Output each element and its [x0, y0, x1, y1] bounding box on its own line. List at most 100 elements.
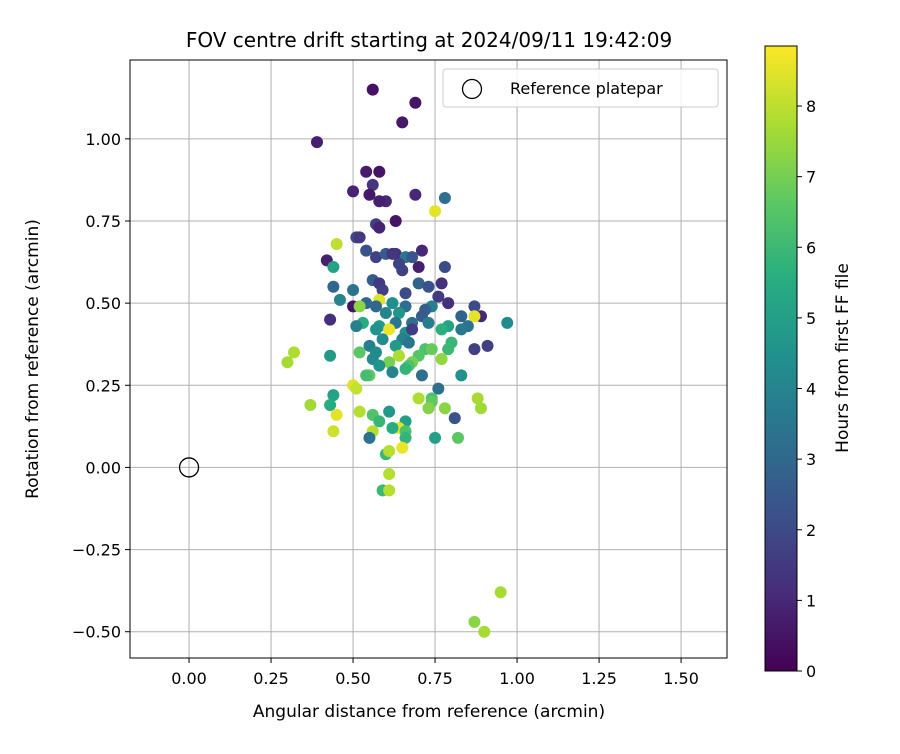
data-point [494, 586, 507, 599]
data-point [455, 310, 468, 323]
data-point [350, 382, 363, 395]
data-point [373, 165, 386, 178]
data-point [324, 399, 337, 411]
data-point [383, 323, 396, 336]
data-point [442, 343, 455, 356]
data-point [363, 431, 376, 444]
data-point [310, 136, 323, 149]
data-point [452, 431, 465, 444]
data-point [409, 96, 422, 109]
data-point [478, 625, 491, 638]
data-point [389, 215, 402, 227]
data-point [471, 392, 484, 405]
colorbar-tick-label: 6 [806, 238, 816, 257]
data-point [330, 238, 343, 250]
data-point [370, 300, 383, 313]
data-point [347, 185, 360, 198]
y-tick-label: −0.25 [72, 541, 121, 560]
reference-point [178, 457, 200, 478]
data-point [432, 382, 445, 395]
data-point [383, 484, 396, 497]
data-point [415, 244, 428, 257]
data-point [432, 290, 445, 303]
plot-frame [129, 59, 728, 659]
data-point [281, 356, 294, 369]
data-point [455, 369, 468, 382]
data-point [425, 343, 438, 356]
data-point [392, 349, 405, 362]
data-point [383, 356, 396, 369]
y-tick-label: 0.75 [85, 212, 121, 231]
data-point [324, 349, 337, 362]
y-tick-label: 0.50 [85, 294, 121, 313]
data-point [468, 310, 481, 323]
data-point [373, 195, 386, 208]
x-tick-label: 1.50 [663, 669, 699, 688]
data-point [422, 316, 435, 329]
x-tick-label: 0.25 [253, 669, 289, 688]
colorbar-tick-label: 4 [806, 380, 816, 399]
data-point [373, 415, 386, 428]
data-point [406, 251, 419, 264]
chart-title: FOV centre drift starting at 2024/09/11 … [186, 28, 672, 52]
data-point [373, 221, 386, 234]
data-point [468, 343, 481, 356]
data-point [373, 359, 386, 372]
legend-box [442, 68, 719, 108]
data-point [333, 293, 346, 306]
grid-lines [130, 60, 727, 658]
data-point [363, 188, 376, 201]
x-tick-label: 1.00 [499, 669, 535, 688]
data-point [330, 408, 343, 421]
data-point [324, 313, 337, 326]
data-point [415, 369, 428, 382]
y-axis-label: Rotation from reference (arcmin) [23, 219, 43, 499]
data-point [481, 339, 494, 352]
data-point [412, 261, 425, 273]
data-point [402, 336, 415, 349]
data-point [435, 277, 448, 290]
data-point [438, 261, 451, 273]
data-point [353, 231, 366, 244]
data-point [435, 353, 448, 365]
y-tick-label: 0.25 [85, 376, 121, 395]
data-point [438, 192, 451, 204]
colorbar-gradient [764, 45, 798, 672]
data-point [468, 300, 481, 313]
data-point [389, 339, 402, 352]
colorbar-tick-label: 1 [806, 591, 816, 610]
data-point [386, 247, 399, 260]
data-point [304, 399, 317, 411]
data-point [399, 287, 412, 300]
data-point [383, 405, 396, 418]
data-point [360, 244, 373, 257]
data-point [376, 284, 389, 296]
colorbar-ticks: 0 1 2 3 4 5 6 7 8 [797, 97, 816, 681]
x-axis-ticks: 0.00 0.25 0.50 0.75 1.00 1.25 1.50 [171, 658, 699, 688]
data-point [327, 389, 340, 402]
data-point [370, 323, 383, 336]
data-point [501, 316, 514, 329]
colorbar-tick-label: 0 [806, 662, 816, 681]
colorbar-tick-label: 8 [806, 97, 816, 116]
x-tick-label: 0.50 [335, 669, 371, 688]
x-tick-label: 0.75 [417, 669, 453, 688]
data-point [429, 431, 442, 444]
y-tick-label: 0.00 [85, 458, 121, 477]
data-point [468, 615, 481, 628]
data-point [360, 165, 373, 178]
data-point [353, 300, 366, 313]
data-point [386, 297, 399, 310]
data-point [409, 188, 422, 201]
legend[interactable]: Reference platepar [442, 68, 719, 108]
data-point [438, 402, 451, 415]
colorbar-tick-label: 2 [806, 521, 816, 540]
data-point [370, 251, 383, 264]
data-point [448, 412, 461, 425]
colorbar-tick-label: 3 [806, 450, 816, 469]
data-point [435, 323, 448, 336]
data-point [347, 284, 360, 296]
data-point [396, 264, 409, 277]
colorbar-label: Hours from first FF file [833, 263, 853, 453]
